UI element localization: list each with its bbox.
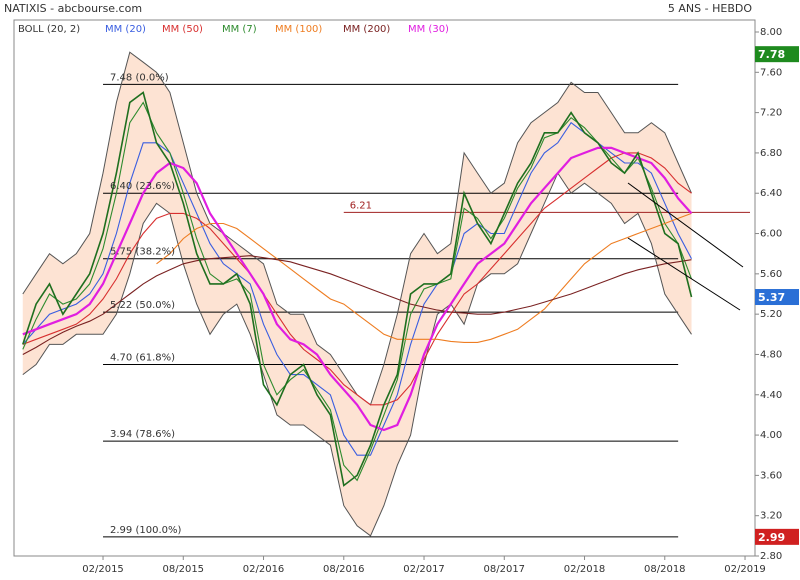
legend-item: BOLL (20, 2) — [18, 24, 80, 35]
price-badge-label: 5.37 — [758, 291, 785, 304]
fib-label: 5.22 (50.0%) — [110, 300, 175, 311]
moving-average — [22, 121, 692, 456]
x-tick-label: 08/2016 — [323, 564, 365, 575]
y-tick-label: 3.60 — [760, 470, 782, 481]
trend-line — [627, 182, 744, 268]
legend-item: MM (100) — [275, 24, 322, 35]
y-tick-label: 7.60 — [760, 67, 782, 78]
line-layer — [22, 51, 693, 537]
y-tick-label: 6.00 — [760, 229, 782, 240]
fib-label: 5.75 (38.2%) — [110, 247, 175, 258]
price-line — [22, 91, 693, 487]
moving-average — [156, 212, 692, 343]
x-tick-label: 02/2019 — [724, 564, 766, 575]
label-layer: 8.00 7.60 7.20 6.80 6.40 6.00 5.60 5.20 4.80 4.40… — [18, 24, 799, 575]
legend-item: MM (200) — [343, 24, 390, 35]
x-tick-label: 08/2017 — [484, 564, 526, 575]
moving-average — [22, 152, 692, 406]
price-badge — [755, 46, 799, 63]
price-badge-label: 7.78 — [758, 48, 785, 61]
fib-label: 2.99 (100.0%) — [110, 525, 181, 536]
fib-label: 6.40 (23.6%) — [110, 181, 175, 192]
y-tick-label: 8.00 — [760, 27, 782, 38]
legend-item: MM (7) — [222, 24, 257, 35]
plot: 8.00 7.60 7.20 6.80 6.40 6.00 5.60 5.20 4.80 4.40… — [18, 24, 799, 575]
trend-line — [627, 237, 741, 311]
y-tick-label: 4.00 — [760, 430, 782, 441]
y-tick-label: 7.20 — [760, 108, 782, 119]
x-tick-label: 02/2015 — [82, 564, 124, 575]
y-tick-label: 6.40 — [760, 188, 782, 199]
bollinger-lower — [22, 172, 692, 537]
level-label: 6.21 — [350, 200, 372, 211]
fib-label: 3.94 (78.6%) — [110, 429, 175, 440]
price-badge-label: 2.99 — [758, 531, 785, 544]
moving-average — [22, 146, 693, 432]
y-tick-label: 2.80 — [760, 551, 782, 562]
y-tick-label: 3.20 — [760, 511, 782, 522]
y-tick-label: 4.40 — [760, 390, 782, 401]
legend-item: MM (30) — [408, 24, 449, 35]
chart-title: NATIXIS - abcbourse.com — [4, 2, 142, 15]
plot-frame — [13, 19, 756, 557]
moving-average — [22, 101, 693, 482]
chart-subtitle: 5 ANS - HEBDO — [668, 2, 752, 15]
x-tick-label: 08/2015 — [163, 564, 205, 575]
moving-average — [22, 255, 692, 355]
legend-item: MM (20) — [105, 24, 146, 35]
x-tick-label: 02/2016 — [243, 564, 285, 575]
x-tick-label: 08/2018 — [644, 564, 686, 575]
price-badge — [755, 528, 799, 545]
x-tick-label: 02/2018 — [564, 564, 606, 575]
y-tick-label: 6.80 — [760, 148, 782, 159]
y-tick-label: 5.20 — [760, 309, 782, 320]
y-tick-label: 4.80 — [760, 349, 782, 360]
y-tick-label: 5.60 — [760, 269, 782, 280]
fib-label: 7.48 (0.0%) — [110, 72, 169, 83]
x-tick-label: 02/2017 — [403, 564, 445, 575]
price-badge — [755, 289, 799, 306]
legend-item: MM (50) — [162, 24, 203, 35]
fib-label: 4.70 (61.8%) — [110, 353, 175, 364]
